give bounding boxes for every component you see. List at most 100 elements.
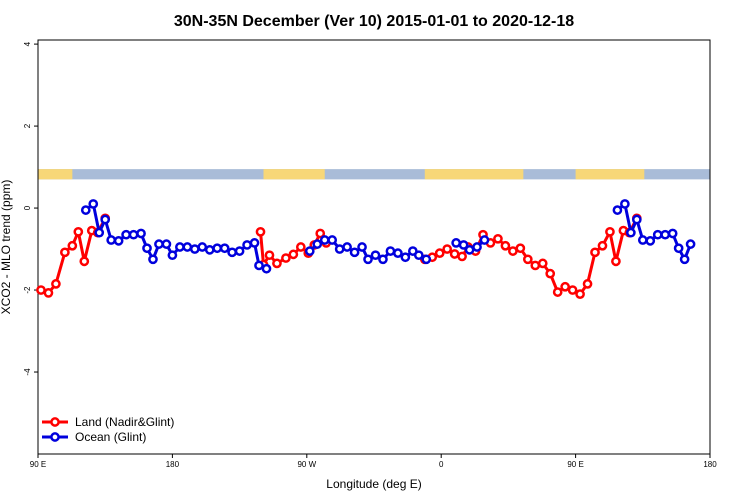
- data-point: [148, 254, 158, 265]
- data-point: [60, 247, 70, 258]
- data-point: [342, 242, 352, 252]
- y-tick-label: 4: [23, 41, 32, 46]
- data-point: [80, 205, 91, 215]
- data-point: [472, 242, 482, 252]
- data-point: [660, 229, 671, 240]
- data-point: [154, 239, 164, 249]
- data-point: [315, 228, 326, 239]
- data-point: [261, 263, 272, 274]
- data-point: [295, 242, 306, 252]
- data-point: [611, 256, 621, 267]
- data-point: [363, 254, 373, 265]
- chart-title: 30N-35N December (Ver 10) 2015-01-01 to …: [174, 13, 574, 30]
- legend: Land (Nadir&Glint)Ocean (Glint): [42, 415, 174, 444]
- legend-label: Ocean (Glint): [75, 430, 146, 444]
- data-point: [79, 256, 90, 267]
- data-point: [94, 227, 105, 238]
- legend-label: Land (Nadir&Glint): [75, 415, 174, 429]
- data-point: [175, 242, 185, 252]
- data-point: [626, 227, 636, 238]
- y-axis: 4 2 0 -2 -4: [23, 41, 38, 376]
- data-point: [449, 249, 460, 259]
- data-point: [219, 243, 230, 254]
- data-point: [545, 268, 556, 279]
- series-layer: [36, 199, 696, 299]
- data-point: [327, 235, 338, 245]
- data-point: [667, 228, 678, 239]
- data-point: [334, 244, 345, 254]
- data-point: [679, 254, 690, 265]
- data-point: [378, 254, 388, 265]
- legend-marker: [50, 432, 60, 442]
- data-point: [349, 247, 360, 258]
- data-point: [637, 235, 648, 245]
- data-point: [515, 243, 526, 254]
- legend-marker: [50, 417, 60, 427]
- data-point: [385, 246, 396, 256]
- data-point: [288, 249, 299, 260]
- land-ocean-strip: [38, 169, 710, 180]
- data-point: [113, 236, 124, 246]
- data-point: [645, 236, 656, 246]
- data-point: [182, 242, 193, 252]
- data-point: [685, 239, 696, 249]
- ocean-band: [38, 169, 710, 180]
- data-point: [493, 233, 503, 244]
- x-tick-label: 180: [703, 460, 717, 469]
- data-point: [652, 229, 663, 240]
- data-point: [189, 244, 200, 254]
- y-axis-label: XCO2 - MLO trend (ppm): [0, 180, 13, 315]
- data-point: [370, 250, 381, 261]
- data-point: [582, 279, 593, 289]
- data-point: [167, 250, 178, 261]
- data-point: [121, 229, 131, 240]
- data-point: [458, 240, 469, 250]
- x-tick-label: 0: [439, 460, 444, 469]
- data-point: [142, 243, 152, 254]
- data-point: [442, 244, 453, 254]
- land-band: [263, 169, 325, 180]
- data-point: [357, 242, 367, 252]
- y-tick-label: -2: [23, 286, 32, 294]
- data-point: [590, 247, 600, 258]
- data-point: [197, 242, 208, 252]
- y-tick-label: 2: [23, 123, 32, 128]
- data-point: [67, 240, 78, 251]
- data-point: [227, 247, 237, 258]
- data-point: [620, 199, 630, 209]
- data-point: [451, 238, 461, 248]
- data-point: [100, 214, 111, 225]
- data-point: [234, 246, 245, 256]
- data-point: [421, 254, 432, 265]
- data-point: [508, 246, 518, 256]
- data-point: [522, 254, 533, 265]
- data-point: [479, 235, 490, 245]
- data-point: [500, 240, 511, 251]
- data-point: [560, 281, 570, 292]
- x-tick-label: 90 E: [567, 460, 583, 469]
- data-point: [552, 287, 563, 297]
- data-point: [413, 250, 424, 261]
- data-point: [319, 235, 330, 245]
- data-point: [400, 252, 411, 263]
- data-point: [537, 258, 548, 269]
- data-point: [464, 245, 475, 255]
- y-tick-label: -4: [23, 368, 32, 376]
- data-point: [161, 239, 172, 249]
- land-band: [38, 169, 73, 180]
- data-point: [249, 238, 260, 248]
- x-tick-label: 180: [166, 460, 180, 469]
- data-point: [605, 226, 615, 237]
- data-point: [204, 245, 215, 255]
- data-point: [43, 288, 54, 298]
- plot-frame: [37, 39, 711, 455]
- data-point: [312, 239, 323, 249]
- x-axis-label: Longitude (deg E): [326, 477, 421, 491]
- series-ocean: [80, 199, 696, 274]
- data-point: [272, 258, 282, 269]
- y-tick-label: 0: [23, 205, 32, 210]
- data-point: [136, 228, 146, 239]
- data-point: [264, 250, 275, 261]
- data-point: [128, 229, 139, 240]
